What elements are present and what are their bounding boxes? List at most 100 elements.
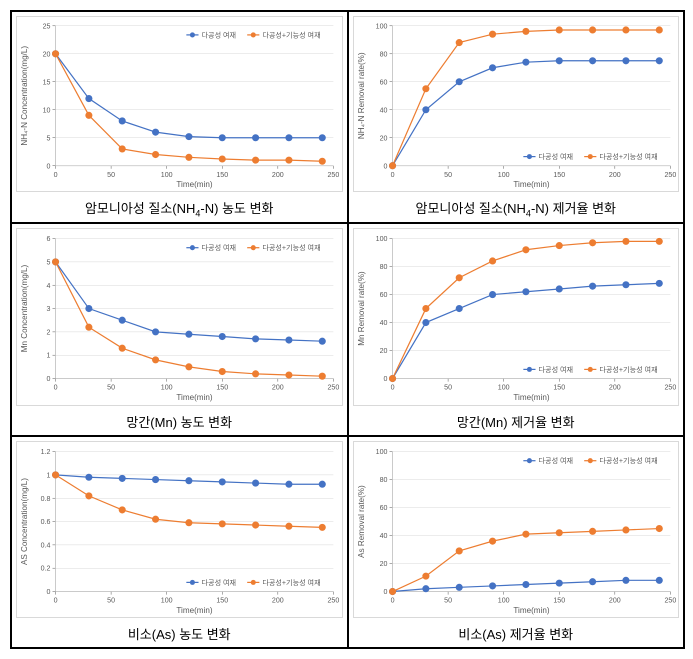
svg-text:100: 100: [497, 171, 509, 179]
svg-text:Mn Removal rate(%): Mn Removal rate(%): [357, 271, 366, 346]
svg-text:0.4: 0.4: [41, 541, 51, 549]
svg-text:다공성 여재: 다공성 여재: [538, 365, 573, 374]
svg-text:200: 200: [272, 384, 284, 392]
svg-text:3: 3: [47, 305, 51, 313]
svg-text:50: 50: [444, 171, 452, 179]
svg-text:0.2: 0.2: [41, 564, 51, 572]
svg-text:250: 250: [327, 171, 339, 179]
svg-text:Time(min): Time(min): [176, 605, 212, 614]
svg-text:다공성 여재: 다공성 여재: [202, 578, 237, 587]
svg-text:Time(min): Time(min): [513, 605, 549, 614]
svg-text:100: 100: [161, 171, 173, 179]
svg-text:60: 60: [379, 504, 387, 512]
svg-text:Time(min): Time(min): [176, 180, 212, 189]
svg-text:100: 100: [161, 596, 173, 604]
svg-text:0: 0: [47, 588, 51, 596]
svg-text:다공성 여재: 다공성 여재: [538, 456, 573, 465]
svg-text:Time(min): Time(min): [513, 393, 549, 402]
chart-cell-5: 020406080100050100150200250Time(min)As R…: [348, 436, 685, 648]
svg-text:0: 0: [47, 162, 51, 170]
chart-caption-1: 암모니아성 질소(NH4-N) 제거율 변화: [349, 196, 684, 223]
svg-text:100: 100: [161, 384, 173, 392]
svg-text:50: 50: [107, 171, 115, 179]
svg-text:다공성 여재: 다공성 여재: [202, 30, 237, 39]
svg-text:As Removal rate(%): As Removal rate(%): [357, 485, 366, 558]
chart-2: 0123456050100150200250Time(min)Mn Concen…: [16, 228, 343, 405]
svg-text:80: 80: [379, 263, 387, 271]
svg-text:0: 0: [383, 162, 387, 170]
svg-text:다공성 여재: 다공성 여재: [538, 152, 573, 161]
svg-text:AS Concentration(mg/L): AS Concentration(mg/L): [20, 477, 29, 564]
svg-text:0.6: 0.6: [41, 518, 51, 526]
svg-text:2: 2: [47, 329, 51, 337]
svg-text:5: 5: [47, 259, 51, 267]
svg-text:0: 0: [383, 588, 387, 596]
svg-text:200: 200: [608, 171, 620, 179]
chart-4: 00.20.40.60.811.2050100150200250Time(min…: [16, 441, 343, 618]
chart-caption-3: 망간(Mn) 제거율 변화: [349, 410, 684, 435]
svg-text:Mn Concentration(mg/L): Mn Concentration(mg/L): [20, 265, 29, 353]
svg-text:80: 80: [379, 476, 387, 484]
svg-text:40: 40: [379, 319, 387, 327]
chart-cell-2: 0123456050100150200250Time(min)Mn Concen…: [11, 223, 348, 435]
svg-text:6: 6: [47, 235, 51, 243]
svg-text:150: 150: [553, 596, 565, 604]
svg-text:200: 200: [272, 596, 284, 604]
svg-text:50: 50: [107, 384, 115, 392]
svg-text:80: 80: [379, 50, 387, 58]
svg-text:0: 0: [390, 384, 394, 392]
svg-text:200: 200: [608, 596, 620, 604]
svg-text:0: 0: [383, 375, 387, 383]
chart-cell-0: 0510152025050100150200250Time(min)NH₄-N …: [11, 11, 348, 223]
svg-text:10: 10: [43, 106, 51, 114]
svg-text:1.2: 1.2: [41, 448, 51, 456]
chart-cell-3: 020406080100050100150200250Time(min)Mn R…: [348, 223, 685, 435]
svg-text:NH₄-N Concentration(mg/L): NH₄-N Concentration(mg/L): [20, 46, 29, 146]
svg-text:20: 20: [43, 50, 51, 58]
svg-text:0: 0: [54, 171, 58, 179]
chart-caption-2: 망간(Mn) 농도 변화: [12, 410, 347, 435]
svg-text:40: 40: [379, 106, 387, 114]
svg-text:100: 100: [375, 448, 387, 456]
svg-text:50: 50: [107, 596, 115, 604]
svg-text:20: 20: [379, 134, 387, 142]
chart-5: 020406080100050100150200250Time(min)As R…: [353, 441, 680, 618]
chart-1: 020406080100050100150200250Time(min)NH₄-…: [353, 16, 680, 192]
svg-text:다공성+기능성 여재: 다공성+기능성 여재: [599, 365, 657, 374]
svg-text:1: 1: [47, 352, 51, 360]
svg-text:다공성+기능성 여재: 다공성+기능성 여재: [599, 456, 657, 465]
svg-text:40: 40: [379, 532, 387, 540]
svg-text:다공성+기능성 여재: 다공성+기능성 여재: [262, 244, 320, 253]
svg-text:0: 0: [54, 384, 58, 392]
chart-cell-4: 00.20.40.60.811.2050100150200250Time(min…: [11, 436, 348, 648]
svg-text:150: 150: [216, 171, 228, 179]
svg-text:100: 100: [497, 384, 509, 392]
svg-text:다공성+기능성 여재: 다공성+기능성 여재: [262, 578, 320, 587]
svg-text:150: 150: [553, 171, 565, 179]
svg-text:60: 60: [379, 291, 387, 299]
svg-text:20: 20: [379, 347, 387, 355]
svg-text:100: 100: [497, 596, 509, 604]
svg-text:0: 0: [47, 375, 51, 383]
svg-text:150: 150: [553, 384, 565, 392]
svg-text:250: 250: [664, 384, 676, 392]
svg-text:50: 50: [444, 384, 452, 392]
svg-text:1: 1: [47, 471, 51, 479]
svg-text:0: 0: [54, 596, 58, 604]
svg-text:NH₄-N Removal rate(%): NH₄-N Removal rate(%): [357, 52, 366, 139]
svg-text:250: 250: [664, 171, 676, 179]
svg-text:25: 25: [43, 22, 51, 30]
svg-text:200: 200: [272, 171, 284, 179]
svg-text:다공성+기능성 여재: 다공성+기능성 여재: [262, 30, 320, 39]
svg-text:4: 4: [47, 282, 51, 290]
chart-caption-4: 비소(As) 농도 변화: [12, 622, 347, 647]
svg-text:5: 5: [47, 134, 51, 142]
chart-caption-5: 비소(As) 제거율 변화: [349, 622, 684, 647]
svg-text:50: 50: [444, 596, 452, 604]
chart-3: 020406080100050100150200250Time(min)Mn R…: [353, 228, 680, 405]
svg-text:150: 150: [216, 384, 228, 392]
chart-caption-0: 암모니아성 질소(NH4-N) 농도 변화: [12, 196, 347, 223]
svg-text:100: 100: [375, 22, 387, 30]
svg-text:150: 150: [216, 596, 228, 604]
svg-text:Time(min): Time(min): [176, 393, 212, 402]
